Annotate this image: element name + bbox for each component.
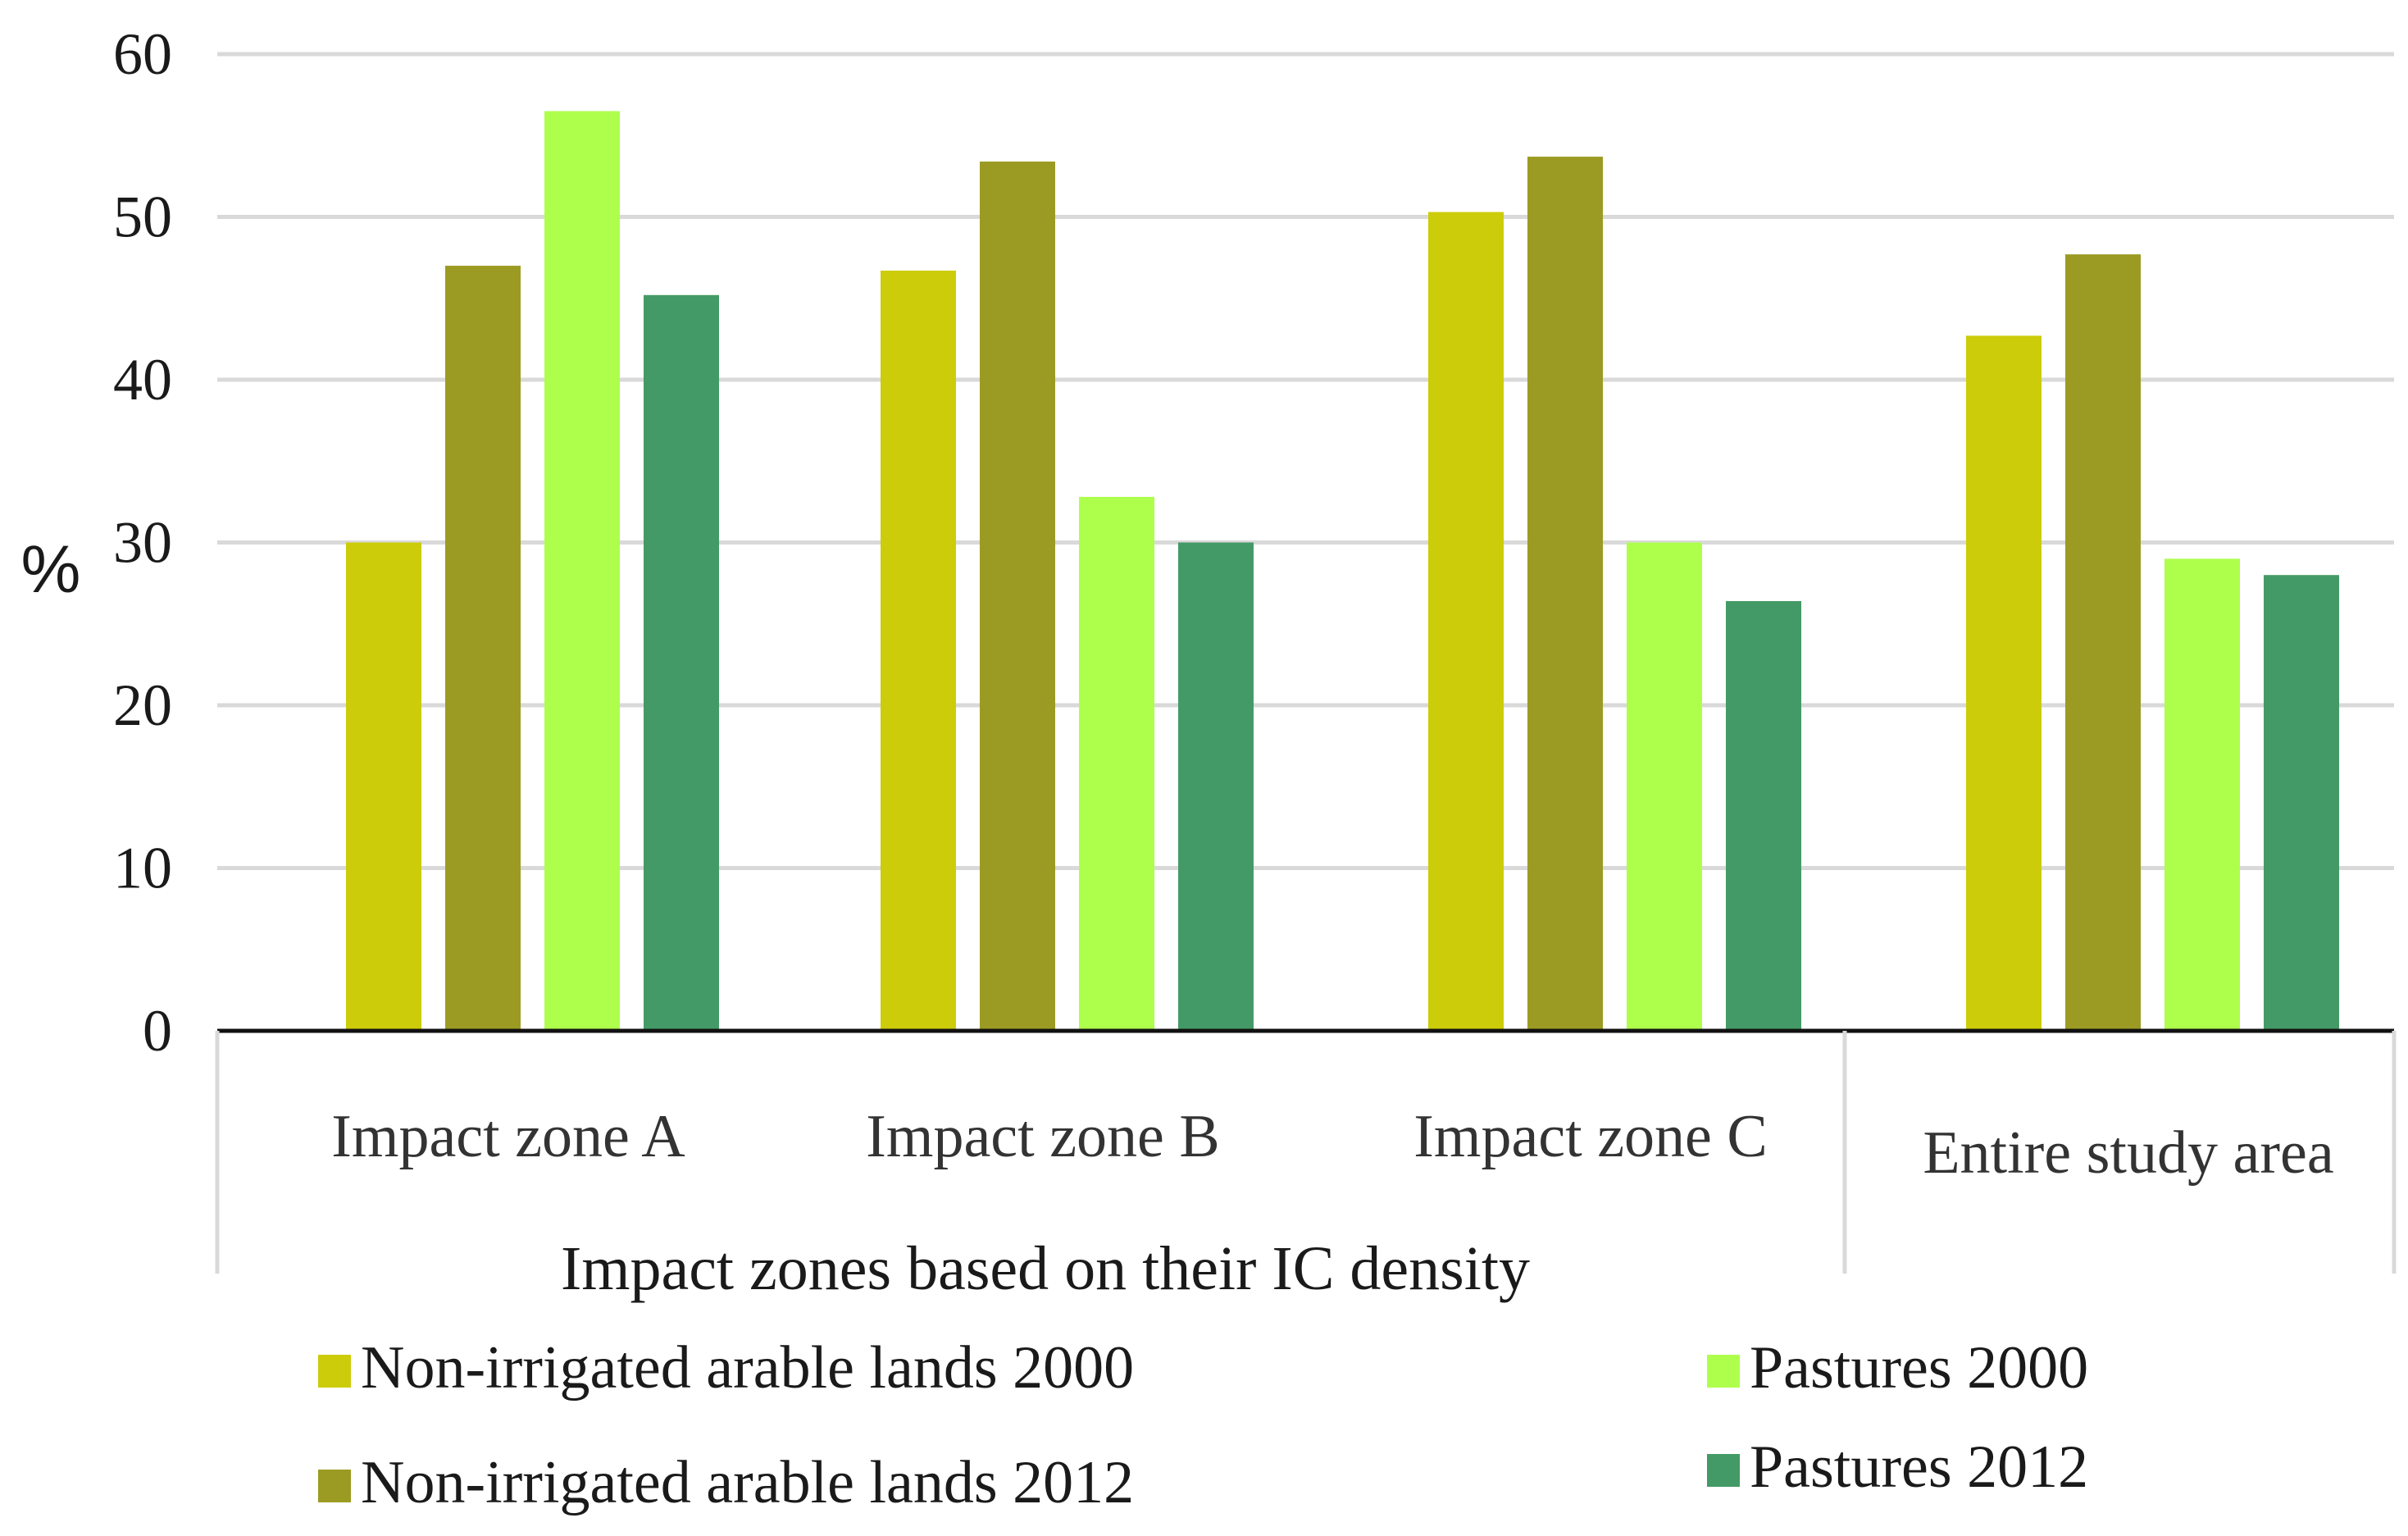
y-axis-label: % (21, 532, 81, 607)
y-tick-label-30: 30 (113, 510, 172, 576)
legend-swatch-pastures-2000 (1707, 1355, 1740, 1388)
bar-pastures-2000-impact-zone-a (544, 111, 620, 1032)
bar-pastures-2012-impact-zone-b (1178, 542, 1254, 1031)
category-label-impact-zone-a: Impact zone A (331, 1103, 685, 1170)
bar-pastures-2012-entire-study-area (2264, 575, 2339, 1031)
legend-item-pastures-2012: Pastures 2012 (1707, 1433, 2088, 1501)
group-axis-label: Impact zones based on their IC density (561, 1234, 1530, 1303)
legend-swatch-non-irrigated-arable-lands-2012 (318, 1470, 351, 1502)
legend-label-pastures-2000: Pastures 2000 (1750, 1334, 2088, 1402)
legend-item-non-irrigated-arable-lands-2012: Non-irrigated arable lands 2012 (318, 1449, 1134, 1516)
bar-pastures-2012-impact-zone-a (644, 294, 719, 1031)
y-tick-labels: 0 10 20 30 40 50 60 (113, 21, 172, 1064)
bar-non-irrigated-arable-lands-2000-impact-zone-c (1428, 212, 1504, 1031)
bar-non-irrigated-arable-lands-2012-entire-study-area (2065, 254, 2141, 1031)
bar-pastures-2012-impact-zone-c (1726, 600, 1801, 1031)
legend-swatch-pastures-2012 (1707, 1454, 1740, 1487)
legend-item-non-irrigated-arable-lands-2000: Non-irrigated arable lands 2000 (318, 1334, 1134, 1402)
category-label-impact-zone-c: Impact zone C (1413, 1103, 1768, 1170)
category-labels: Impact zone A Impact zone B Impact zone C E… (331, 1103, 2333, 1187)
legend-swatch-non-irrigated-arable-lands-2000 (318, 1355, 351, 1388)
legend-item-pastures-2000: Pastures 2000 (1707, 1334, 2088, 1402)
legend-label-non-irrigated-arable-lands-2000: Non-irrigated arable lands 2000 (361, 1334, 1134, 1402)
bar-pastures-2000-impact-zone-b (1079, 496, 1154, 1031)
y-tick-label-10: 10 (113, 836, 172, 901)
y-tick-label-20: 20 (113, 672, 172, 738)
y-tick-label-60: 60 (113, 21, 172, 87)
bar-non-irrigated-arable-lands-2000-entire-study-area (1966, 335, 2042, 1031)
legend-label-non-irrigated-arable-lands-2012: Non-irrigated arable lands 2012 (361, 1449, 1134, 1516)
bars (346, 111, 2339, 1032)
bar-non-irrigated-arable-lands-2000-impact-zone-b (881, 271, 956, 1031)
y-tick-label-0: 0 (143, 998, 172, 1064)
axes (215, 1028, 2397, 1274)
y-tick-label-50: 50 (113, 185, 172, 250)
bar-non-irrigated-arable-lands-2012-impact-zone-b (980, 162, 1055, 1031)
legend: Non-irrigated arable lands 2000 Non-irrig… (318, 1334, 2088, 1516)
bar-non-irrigated-arable-lands-2012-impact-zone-a (445, 266, 521, 1031)
bar-non-irrigated-arable-lands-2012-impact-zone-c (1527, 157, 1603, 1032)
category-label-entire-study-area: Entire study area (1923, 1119, 2333, 1187)
y-tick-label-40: 40 (113, 347, 172, 412)
bar-pastures-2000-impact-zone-c (1627, 542, 1702, 1031)
category-label-impact-zone-b: Impact zone B (866, 1103, 1220, 1170)
legend-label-pastures-2012: Pastures 2012 (1750, 1433, 2088, 1501)
bar-non-irrigated-arable-lands-2000-impact-zone-a (346, 542, 421, 1031)
bar-pastures-2000-entire-study-area (2164, 558, 2240, 1031)
